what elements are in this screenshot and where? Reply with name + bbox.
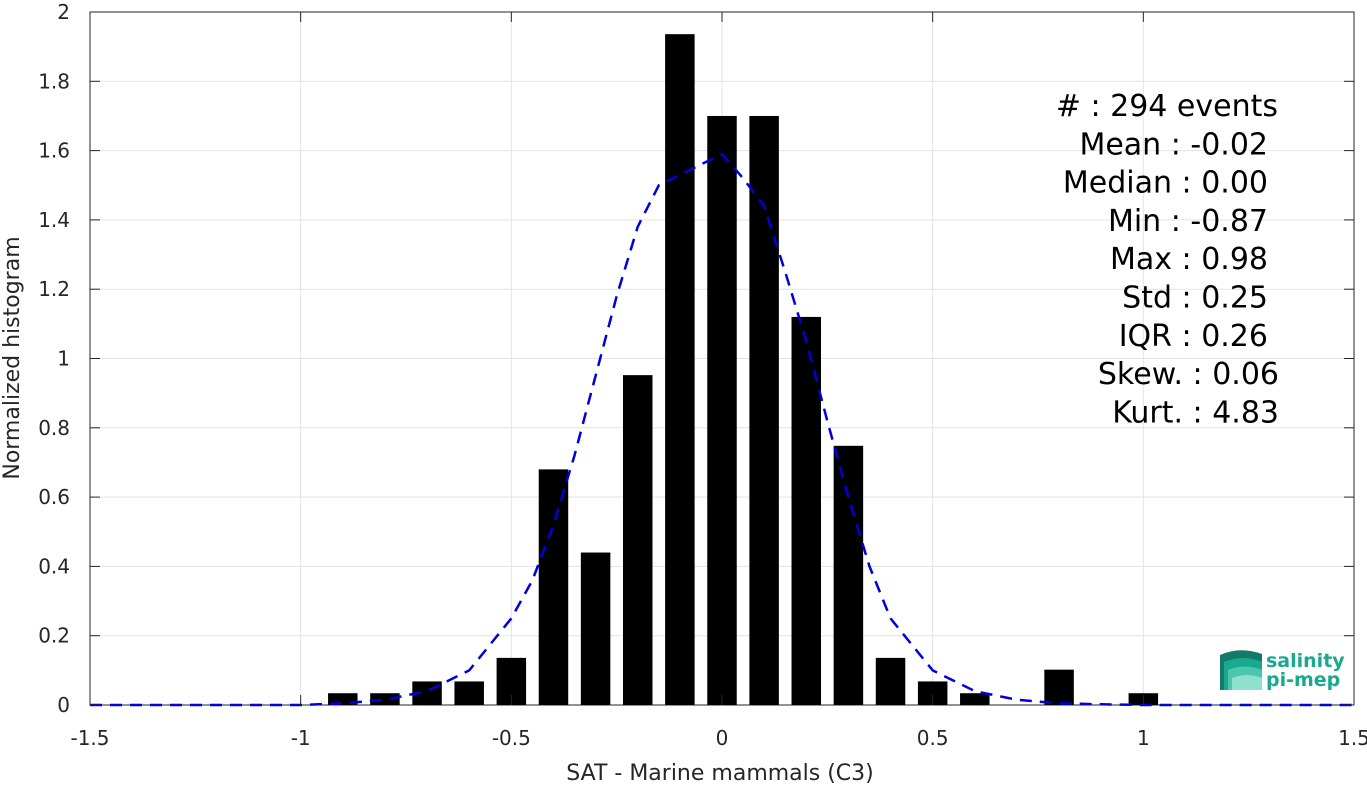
x-tick-label: -1.5 <box>70 726 109 750</box>
y-tick-label: 0.6 <box>38 485 70 509</box>
y-tick-label: 2 <box>57 0 70 24</box>
histogram-bar <box>707 115 737 705</box>
x-tick-label: 1.5 <box>1338 726 1367 750</box>
stats-line: # : 294 events <box>1056 89 1278 124</box>
y-axis-label: Normalized histogram <box>0 236 25 479</box>
histogram-bar <box>454 681 484 705</box>
x-tick-label: 1 <box>1137 726 1150 750</box>
x-axis-label: SAT - Marine mammals (C3) <box>566 761 874 785</box>
stats-line: Min : -0.87 <box>1108 204 1268 239</box>
histogram-bar <box>665 34 695 705</box>
stats-line: Kurt. : 4.83 <box>1112 395 1279 430</box>
histogram-bar <box>580 552 611 705</box>
logo-text-salinity: salinity <box>1266 650 1345 672</box>
logo-text-pi-mep: pi-mep <box>1266 669 1340 691</box>
x-tick-label: 0.5 <box>917 726 949 750</box>
histogram-bar <box>833 445 864 705</box>
wave-logo-icon <box>1220 650 1262 690</box>
stats-line: Skew. : 0.06 <box>1098 357 1279 392</box>
stats-line: Mean : -0.02 <box>1079 127 1268 162</box>
histogram-bar <box>538 469 569 705</box>
histogram-bar <box>749 115 779 705</box>
stats-line: Max : 0.98 <box>1110 242 1268 277</box>
y-tick-label: 0.2 <box>38 624 70 648</box>
normal-fit-curve <box>90 152 1354 707</box>
fit-curve-layer <box>90 152 1354 707</box>
histogram-bar <box>791 316 822 705</box>
axis-tick-labels: -1.5 -1 -0.5 0 0.5 1 1.5 0 0.2 0.4 0.6 0.8 1 1.2 1.4 1.… <box>38 0 1367 750</box>
y-tick-label: 1 <box>57 347 70 371</box>
histogram-bar <box>1044 669 1074 705</box>
y-tick-label: 1.4 <box>38 208 70 232</box>
y-tick-label: 1.2 <box>38 277 70 301</box>
y-tick-label: 0.4 <box>38 554 70 578</box>
x-tick-label: -0.5 <box>492 726 531 750</box>
y-tick-label: 0 <box>57 693 70 717</box>
histogram-bar <box>370 693 400 705</box>
histogram-bar <box>917 681 948 705</box>
y-tick-label: 0.8 <box>38 416 70 440</box>
x-tick-label: -1 <box>291 726 311 750</box>
histogram-bar <box>875 657 906 705</box>
x-tick-label: 0 <box>716 726 729 750</box>
histogram-bar <box>622 375 653 705</box>
stats-line: Std : 0.25 <box>1122 281 1268 316</box>
histogram-bar <box>960 693 990 705</box>
salinity-pi-mep-logo: salinity pi-mep <box>1220 650 1345 691</box>
axis-ticks <box>89 11 1355 706</box>
bar-series <box>328 34 1159 705</box>
histogram-bar <box>328 693 358 705</box>
stats-line: IQR : 0.26 <box>1119 319 1268 354</box>
y-tick-label: 1.6 <box>38 139 70 163</box>
y-tick-label: 1.8 <box>38 69 70 93</box>
stats-line: Median : 0.00 <box>1063 166 1268 201</box>
